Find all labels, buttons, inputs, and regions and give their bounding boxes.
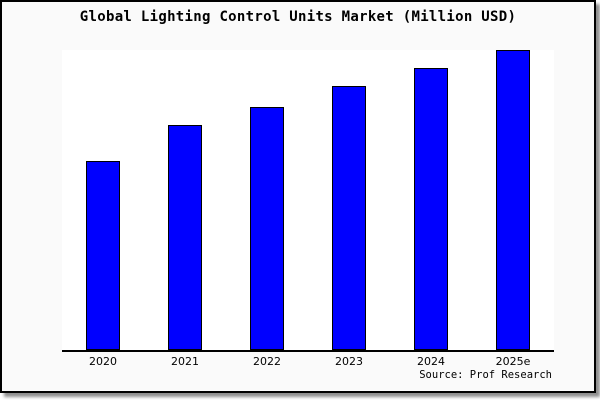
x-axis-labels: 2020 2021 2022 2023 2024 2025e: [2, 355, 594, 369]
bar-2020: [86, 161, 120, 350]
x-tick-label-2022: 2022: [253, 355, 281, 368]
bar-2025e: [496, 50, 530, 350]
x-tick-label-2024: 2024: [417, 355, 445, 368]
bar-2021: [168, 125, 202, 350]
x-tick-label-2025e: 2025e: [495, 355, 531, 368]
bar-2022: [250, 107, 284, 350]
chart-figure: Global Lighting Control Units Market (Mi…: [0, 0, 596, 393]
plot-area: [62, 50, 554, 352]
source-credit: Source: Prof Research: [419, 369, 552, 381]
x-tick-label-2020: 2020: [89, 355, 117, 368]
x-tick-label-2021: 2021: [171, 355, 199, 368]
bar-2023: [332, 86, 366, 350]
chart-title: Global Lighting Control Units Market (Mi…: [79, 9, 517, 25]
x-tick-label-2023: 2023: [335, 355, 363, 368]
bar-2024: [414, 68, 448, 350]
